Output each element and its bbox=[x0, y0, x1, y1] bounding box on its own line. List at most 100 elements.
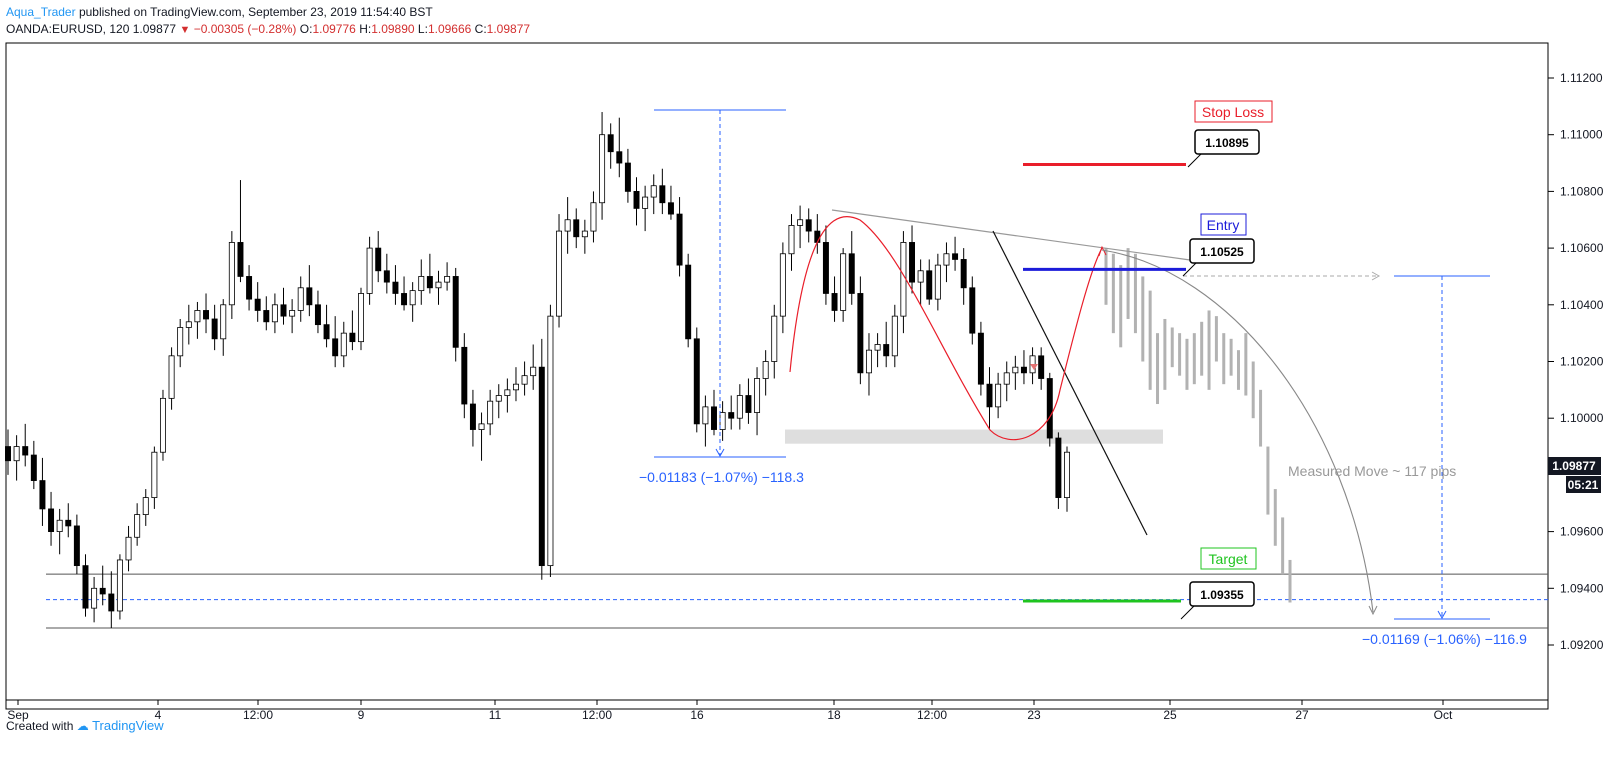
candle[interactable] bbox=[616, 117, 623, 178]
candle[interactable] bbox=[237, 180, 244, 283]
candle[interactable] bbox=[969, 276, 976, 345]
symbol-name[interactable]: OANDA:EURUSD, 120 bbox=[6, 22, 130, 36]
candle[interactable] bbox=[99, 565, 106, 606]
candle[interactable] bbox=[745, 378, 752, 424]
candle[interactable] bbox=[1046, 372, 1053, 447]
candle[interactable] bbox=[754, 367, 761, 436]
candle[interactable] bbox=[349, 310, 356, 351]
horizontal-lines[interactable] bbox=[46, 573, 1548, 629]
candle[interactable] bbox=[943, 242, 950, 283]
candle[interactable] bbox=[323, 304, 330, 348]
candle[interactable] bbox=[30, 440, 37, 490]
candle[interactable] bbox=[865, 333, 872, 396]
candle[interactable] bbox=[667, 185, 674, 220]
candle[interactable] bbox=[418, 259, 425, 305]
candle[interactable] bbox=[685, 253, 692, 348]
candle[interactable] bbox=[771, 304, 778, 379]
candle[interactable] bbox=[469, 389, 476, 447]
candle[interactable] bbox=[487, 389, 494, 436]
candle[interactable] bbox=[986, 367, 993, 430]
candle[interactable] bbox=[375, 231, 382, 283]
candle[interactable] bbox=[228, 231, 235, 319]
candle[interactable] bbox=[125, 525, 132, 572]
candle[interactable] bbox=[891, 304, 898, 368]
candle[interactable] bbox=[461, 333, 468, 419]
candle[interactable] bbox=[530, 344, 537, 390]
candle[interactable] bbox=[48, 491, 55, 546]
candle[interactable] bbox=[211, 304, 218, 351]
candle[interactable] bbox=[73, 514, 80, 575]
candle[interactable] bbox=[332, 316, 339, 368]
candle[interactable] bbox=[1064, 446, 1070, 512]
candle[interactable] bbox=[521, 361, 528, 396]
candle[interactable] bbox=[581, 219, 588, 254]
candle[interactable] bbox=[797, 205, 804, 249]
candle[interactable] bbox=[1038, 347, 1045, 390]
candle[interactable] bbox=[495, 384, 502, 419]
candle[interactable] bbox=[159, 389, 166, 461]
candle[interactable] bbox=[762, 350, 769, 396]
candle[interactable] bbox=[573, 208, 580, 249]
candle[interactable] bbox=[340, 321, 347, 368]
candle[interactable] bbox=[676, 197, 683, 277]
candle[interactable] bbox=[401, 276, 408, 311]
author-link[interactable]: Aqua_Trader bbox=[6, 5, 76, 19]
candle[interactable] bbox=[977, 321, 984, 396]
candle[interactable] bbox=[65, 503, 72, 538]
drawings[interactable]: −0.01183 (−1.07%) −118.3 Stop Loss Entry… bbox=[639, 100, 1527, 647]
candle[interactable] bbox=[203, 293, 210, 334]
candle[interactable] bbox=[358, 287, 364, 351]
candle[interactable] bbox=[934, 253, 941, 311]
candle[interactable] bbox=[719, 401, 726, 441]
candle[interactable] bbox=[874, 333, 881, 368]
candle[interactable] bbox=[1020, 350, 1027, 385]
candle[interactable] bbox=[22, 423, 29, 467]
candle[interactable] bbox=[134, 503, 141, 546]
candle[interactable] bbox=[185, 304, 192, 345]
candle[interactable] bbox=[590, 191, 597, 243]
candle[interactable] bbox=[1055, 432, 1062, 509]
candle[interactable] bbox=[116, 554, 123, 620]
candle[interactable] bbox=[246, 265, 253, 311]
candle[interactable] bbox=[280, 287, 287, 325]
candle[interactable] bbox=[512, 367, 519, 402]
candle[interactable] bbox=[633, 177, 640, 226]
candle[interactable] bbox=[220, 299, 227, 356]
candle[interactable] bbox=[917, 259, 924, 305]
candle[interactable] bbox=[142, 489, 149, 526]
candle[interactable] bbox=[306, 265, 313, 317]
candle[interactable] bbox=[263, 296, 270, 331]
candle[interactable] bbox=[56, 508, 63, 555]
candle[interactable] bbox=[822, 225, 829, 305]
candle[interactable] bbox=[624, 148, 631, 203]
candle[interactable] bbox=[426, 253, 433, 294]
candle[interactable] bbox=[995, 372, 1002, 419]
candle[interactable] bbox=[366, 236, 373, 305]
candle[interactable] bbox=[435, 270, 442, 305]
candle[interactable] bbox=[909, 225, 916, 294]
candle[interactable] bbox=[607, 123, 614, 169]
candle[interactable] bbox=[297, 276, 304, 322]
candle[interactable] bbox=[538, 338, 545, 580]
candle[interactable] bbox=[452, 267, 459, 362]
candle[interactable] bbox=[650, 174, 657, 215]
candle[interactable] bbox=[177, 318, 184, 368]
candle[interactable] bbox=[788, 214, 795, 271]
price-axis[interactable]: 1.11200 1.11000 1.10800 1.10600 1.10400 1.102… bbox=[1548, 71, 1604, 652]
candle[interactable] bbox=[271, 293, 278, 334]
candle[interactable] bbox=[814, 214, 821, 254]
candle[interactable] bbox=[82, 554, 89, 617]
candle[interactable] bbox=[857, 276, 864, 385]
candle[interactable] bbox=[883, 321, 890, 368]
candle[interactable] bbox=[547, 304, 554, 577]
candle[interactable] bbox=[39, 457, 46, 526]
candle[interactable] bbox=[711, 389, 717, 436]
candle[interactable] bbox=[5, 429, 11, 475]
candle[interactable] bbox=[693, 327, 700, 433]
candle[interactable] bbox=[478, 412, 485, 461]
candle[interactable] bbox=[392, 265, 399, 305]
candle[interactable] bbox=[289, 299, 296, 334]
candle[interactable] bbox=[952, 236, 959, 271]
candle[interactable] bbox=[728, 395, 735, 430]
